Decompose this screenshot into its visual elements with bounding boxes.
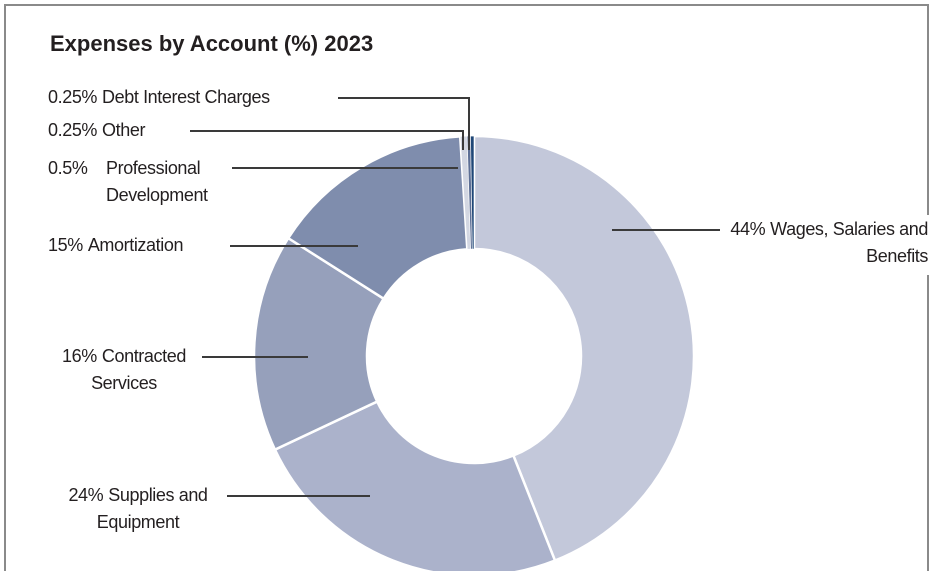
category-label: Amortization xyxy=(87,235,184,255)
category-label: Professional Development xyxy=(106,158,208,205)
slice-label: 16% Contracted Services xyxy=(48,343,200,397)
donut-slice xyxy=(252,236,386,452)
category-label: Contracted Services xyxy=(91,346,186,393)
leader-line xyxy=(338,97,470,150)
category-label: Wages, Salaries and Benefits xyxy=(770,219,928,266)
slice-label: 44% Wages, Salaries and Benefits xyxy=(718,216,928,270)
donut-slice xyxy=(470,135,475,250)
slice-label: 0.25% Other xyxy=(48,117,145,144)
value-label: 15% xyxy=(48,235,83,255)
slice-label: 15% Amortization xyxy=(48,232,183,259)
value-label: 0.25% xyxy=(48,87,98,107)
value-label: 44% xyxy=(730,219,766,239)
leader-line xyxy=(190,130,464,150)
slice-label: 24% Supplies and Equipment xyxy=(48,482,228,536)
category-label: Other xyxy=(102,120,146,140)
category-label: Supplies and Equipment xyxy=(96,485,208,532)
frame-border xyxy=(4,4,929,571)
slice-label: 0.25% Debt Interest Charges xyxy=(48,84,270,111)
donut-slice xyxy=(286,135,469,301)
donut-slice xyxy=(472,134,696,563)
value-label: 16% xyxy=(62,346,97,366)
value-label: 24% xyxy=(68,485,104,505)
slice-label: 0.5% Professional Development xyxy=(48,155,256,209)
donut-slice xyxy=(273,399,557,571)
category-label: Debt Interest Charges xyxy=(102,87,270,107)
value-label: 0.5% xyxy=(48,158,88,178)
value-label: 0.25% xyxy=(48,120,98,140)
chart-title: Expenses by Account (%) 2023 xyxy=(50,31,374,56)
